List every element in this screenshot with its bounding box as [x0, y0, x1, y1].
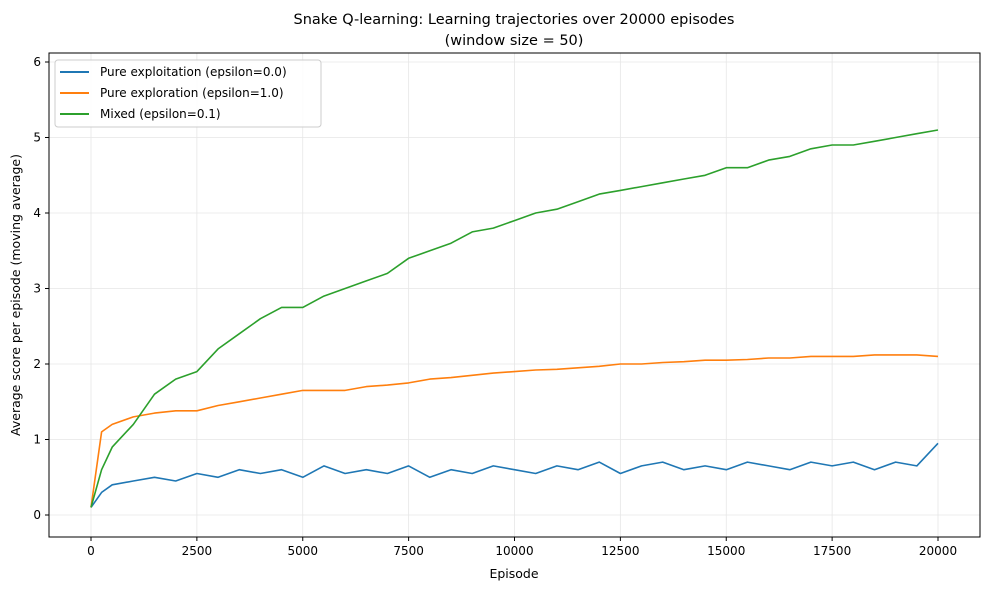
series-lines: [90, 129, 939, 508]
x-tick-label: 0: [87, 544, 95, 558]
axis-ticks: 0 2500 5000 7500 10000 12500 15000 17500 20000 0 1…: [33, 55, 957, 558]
legend-label: Pure exploration (epsilon=1.0): [100, 86, 284, 100]
legend-label: Pure exploitation (epsilon=0.0): [100, 65, 287, 79]
y-tick-label: 2: [33, 357, 41, 371]
legend-box: [54, 59, 322, 128]
x-tick-label: 2500: [182, 544, 213, 558]
x-axis-label: Episode: [489, 566, 538, 581]
legend: Pure exploitation (epsilon=0.0) Pure expl…: [54, 59, 322, 128]
series-line-2: [90, 354, 939, 508]
y-tick-label: 3: [33, 282, 41, 296]
y-tick-label: 0: [33, 508, 41, 522]
chart-subtitle: (window size = 50): [445, 33, 584, 49]
series-line-3: [90, 129, 939, 508]
x-tick-label: 20000: [919, 544, 957, 558]
x-tick-label: 12500: [601, 544, 639, 558]
y-axis-label: Average score per episode (moving averag…: [8, 154, 23, 436]
chart-title: Snake Q-learning: Learning trajectories …: [294, 12, 735, 28]
x-tick-label: 15000: [707, 544, 745, 558]
y-tick-label: 4: [33, 206, 41, 220]
series-line-1: [90, 442, 939, 508]
legend-label: Mixed (epsilon=0.1): [100, 107, 221, 121]
x-tick-label: 17500: [813, 544, 851, 558]
x-tick-label: 10000: [495, 544, 533, 558]
y-tick-label: 1: [33, 433, 41, 447]
x-tick-label: 7500: [393, 544, 424, 558]
y-tick-label: 5: [33, 131, 41, 145]
y-tick-label: 6: [33, 55, 41, 69]
x-tick-label: 5000: [287, 544, 318, 558]
